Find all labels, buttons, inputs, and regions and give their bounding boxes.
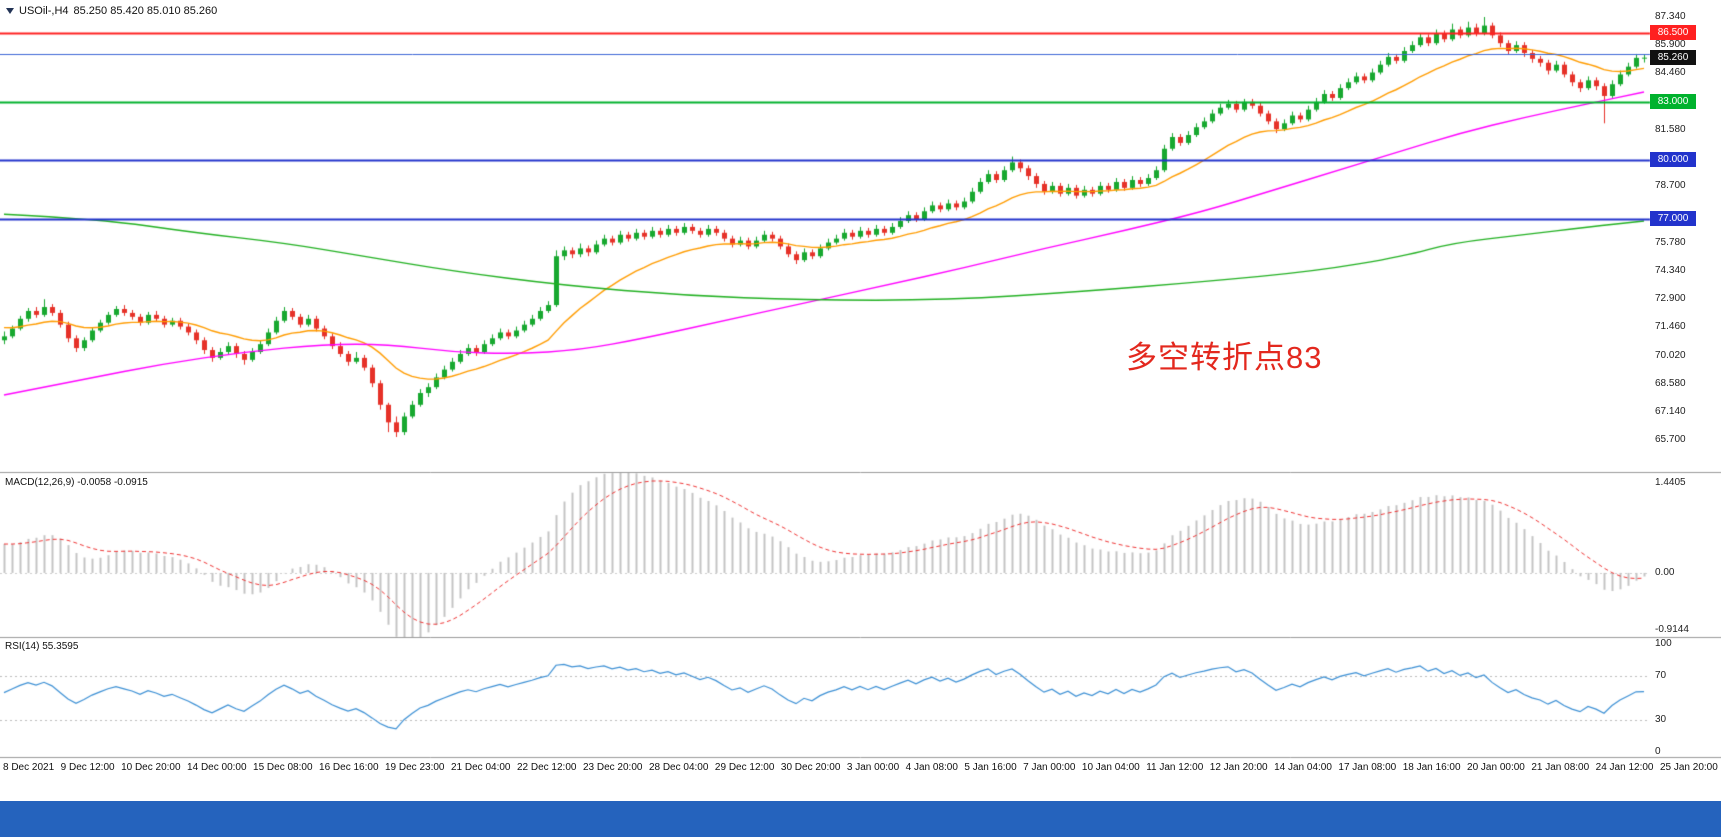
rsi-axis-label: 0 xyxy=(1655,746,1661,757)
symbol-title: USOil-,H4 xyxy=(19,5,69,17)
time-axis-label: 14 Jan 04:00 xyxy=(1274,762,1332,773)
price-axis-label: 71.460 xyxy=(1655,321,1686,333)
time-axis-label: 10 Dec 20:00 xyxy=(121,762,181,773)
price-axis-label: 65.700 xyxy=(1655,433,1686,445)
time-axis-label: 12 Jan 20:00 xyxy=(1209,762,1268,773)
ohlc-readout: 85.250 85.420 85.010 85.260 xyxy=(73,5,218,17)
time-axis-label: 22 Dec 12:00 xyxy=(516,762,577,773)
time-axis-label: 7 Jan 00:00 xyxy=(1023,762,1076,773)
price-axis-label: 87.340 xyxy=(1655,11,1686,22)
time-axis-label: 25 Jan 20:00 xyxy=(1659,762,1718,773)
price-axis-label: 78.700 xyxy=(1655,179,1686,191)
symbol-marker-icon xyxy=(6,8,14,14)
price-axis-label: 84.460 xyxy=(1655,67,1686,79)
price-axis-label: 68.580 xyxy=(1655,377,1686,389)
time-axis-label: 11 Jan 12:00 xyxy=(1146,762,1204,773)
time-axis-label: 16 Dec 16:00 xyxy=(319,762,379,773)
price-badge: 85.260 xyxy=(1650,49,1696,65)
time-axis-label: 5 Jan 16:00 xyxy=(964,762,1017,773)
time-axis-label: 19 Dec 23:00 xyxy=(385,762,445,773)
time-axis-label: 10 Jan 04:00 xyxy=(1081,762,1140,773)
chart-header: USOil-,H4 85.250 85.420 85.010 85.260 xyxy=(6,5,217,17)
time-axis-label: 3 Jan 00:00 xyxy=(846,762,900,773)
time-axis-label: 15 Dec 08:00 xyxy=(253,762,313,773)
macd-axis-label: -0.9144 xyxy=(1655,624,1689,635)
chart-annotation-text[interactable]: 多空转折点83 xyxy=(1126,340,1323,375)
macd-axis-label: 1.4405 xyxy=(1655,477,1686,488)
price-badge: 83.000 xyxy=(1650,93,1696,109)
price-badge: 77.000 xyxy=(1650,211,1696,227)
rsi-axis-label: 70 xyxy=(1655,670,1667,682)
price-axis-label: 85.900 xyxy=(1655,39,1686,51)
time-axis-label: 14 Dec 00:00 xyxy=(187,762,247,773)
price-axis-label: 67.140 xyxy=(1655,405,1686,417)
time-axis-label: 20 Jan 00:00 xyxy=(1467,762,1525,773)
time-axis-label: 17 Jan 08:00 xyxy=(1338,762,1397,773)
rsi-axis-label: 100 xyxy=(1655,638,1672,649)
taskbar xyxy=(0,801,1721,837)
macd-indicator-label: MACD(12,26,9) -0.0058 -0.0915 xyxy=(5,477,148,488)
price-axis-label: 75.780 xyxy=(1655,236,1686,248)
price-badge: 80.000 xyxy=(1650,152,1696,168)
price-axis-label: 72.900 xyxy=(1655,293,1686,305)
rsi-axis-label: 30 xyxy=(1655,713,1667,725)
time-axis-label: 29 Dec 12:00 xyxy=(714,762,775,773)
macd-axis-label: 0.00 xyxy=(1655,566,1675,578)
time-axis: 8 Dec 2021 9 Dec 12:00 10 Dec 20:00 14 Dec … xyxy=(0,762,1721,773)
time-axis-label: 9 Dec 12:00 xyxy=(60,762,115,773)
time-axis-label: 30 Dec 20:00 xyxy=(780,762,841,773)
price-badge: 86.500 xyxy=(1650,25,1696,41)
price-axis-label: 74.340 xyxy=(1655,265,1686,277)
price-axis-label: 81.580 xyxy=(1655,123,1686,135)
rsi-indicator-label: RSI(14) 55.3595 xyxy=(5,641,79,652)
time-axis-label: 4 Jan 08:00 xyxy=(905,762,958,773)
price-axis-label: 70.020 xyxy=(1655,349,1686,361)
time-axis-label: 23 Dec 20:00 xyxy=(582,762,643,773)
time-axis-label: 24 Jan 12:00 xyxy=(1595,762,1654,773)
time-axis-label: 8 Dec 2021 xyxy=(3,762,55,773)
time-axis-label: 18 Jan 16:00 xyxy=(1402,762,1461,773)
time-axis-label: 28 Dec 04:00 xyxy=(648,762,709,773)
time-axis-label: 21 Dec 04:00 xyxy=(450,762,511,773)
time-axis-label: 21 Jan 08:00 xyxy=(1531,762,1590,773)
